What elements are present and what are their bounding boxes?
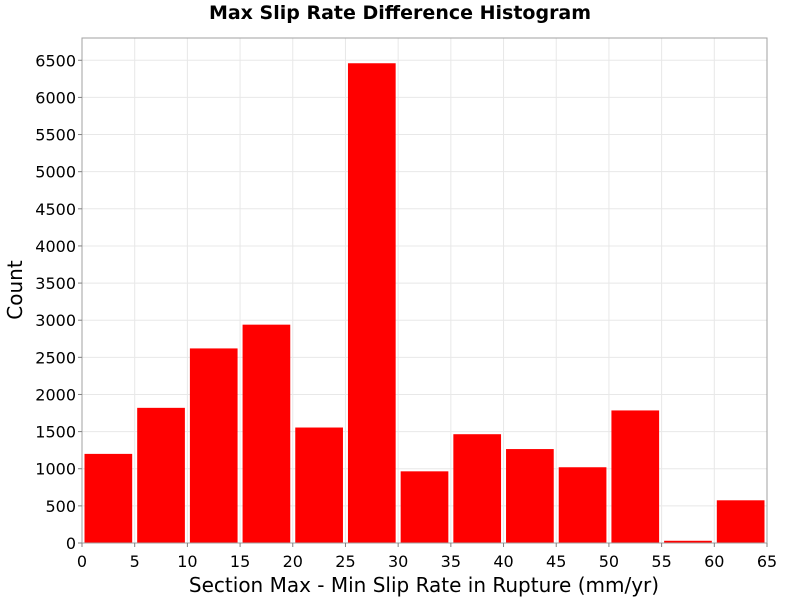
histogram-bar-40-45 xyxy=(506,449,554,543)
y-tick-label: 1500 xyxy=(35,423,76,442)
x-tick-label: 45 xyxy=(546,552,566,571)
y-tick-label: 5500 xyxy=(35,126,76,145)
x-tick-label: 50 xyxy=(599,552,619,571)
x-tick-label: 65 xyxy=(757,552,777,571)
x-tick-label: 35 xyxy=(441,552,461,571)
x-tick-label: 5 xyxy=(130,552,140,571)
x-axis-label: Section Max - Min Slip Rate in Rupture (… xyxy=(189,573,659,597)
x-tick-label: 10 xyxy=(177,552,197,571)
y-tick-label: 2000 xyxy=(35,385,76,404)
y-tick-label: 4000 xyxy=(35,237,76,256)
y-tick-label: 500 xyxy=(45,497,76,516)
bars-layer xyxy=(84,63,765,543)
y-tick-label: 5000 xyxy=(35,163,76,182)
x-tick-label: 20 xyxy=(283,552,303,571)
histogram-bar-25-30 xyxy=(347,63,396,543)
x-tick-label: 30 xyxy=(388,552,408,571)
y-tick-label: 2500 xyxy=(35,348,76,367)
axis-layer: 0 5 10 15 20 25 30 35 40 45 50 55 60 65 0 500 1000 1500 20… xyxy=(35,51,777,571)
histogram-bar-60-65 xyxy=(716,500,765,543)
histogram-bar-30-35 xyxy=(400,471,449,543)
histogram-bar-50-55 xyxy=(611,410,660,543)
y-tick-label: 4500 xyxy=(35,200,76,219)
histogram-bar-15-20 xyxy=(242,324,291,543)
y-tick-label: 0 xyxy=(66,534,76,553)
histogram-bar-55-60 xyxy=(664,540,712,543)
y-tick-label: 6500 xyxy=(35,51,76,70)
y-tick-label: 3000 xyxy=(35,311,76,330)
x-tick-label: 25 xyxy=(335,552,355,571)
histogram-bar-35-40 xyxy=(453,434,502,543)
histogram-bar-0-5 xyxy=(84,453,133,543)
histogram-bar-45-50 xyxy=(558,467,607,543)
x-tick-label: 60 xyxy=(704,552,724,571)
x-tick-label: 15 xyxy=(230,552,250,571)
y-tick-label: 1000 xyxy=(35,460,76,479)
histogram-bar-10-15 xyxy=(189,348,238,543)
x-tick-label: 40 xyxy=(493,552,513,571)
plot-frame xyxy=(81,37,768,544)
histogram-bar-5-10 xyxy=(137,407,185,543)
x-tick-label: 0 xyxy=(77,552,87,571)
histogram-bar-20-25 xyxy=(295,427,343,543)
y-axis-label: Count xyxy=(3,260,27,320)
chart-title: Max Slip Rate Difference Histogram xyxy=(208,2,592,24)
y-tick-label: 3500 xyxy=(35,274,76,293)
y-tick-label: 6000 xyxy=(35,88,76,107)
x-tick-label: 55 xyxy=(651,552,671,571)
